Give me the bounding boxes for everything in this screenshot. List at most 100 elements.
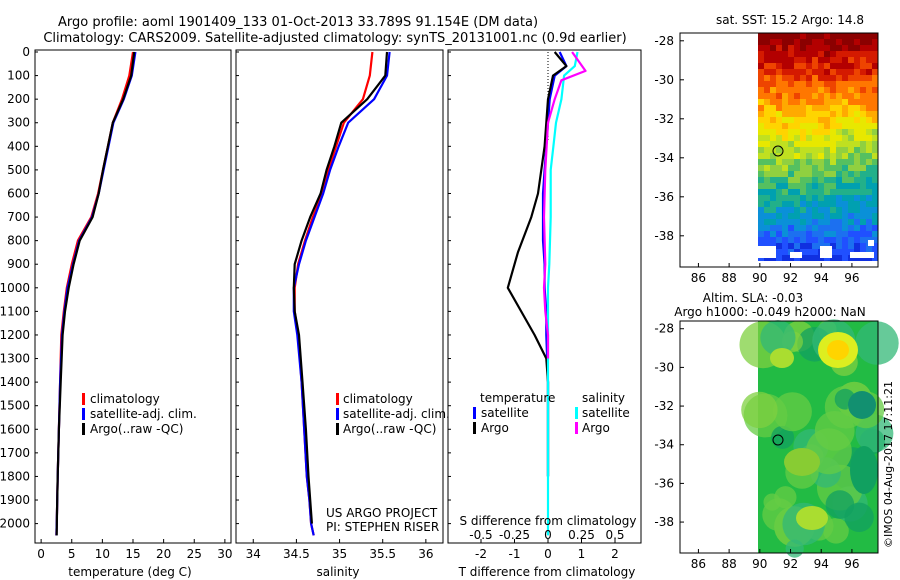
heatmap-cell — [818, 105, 824, 111]
heatmap-cell — [836, 81, 842, 87]
heatmap-cell — [770, 195, 776, 201]
heatmap-cell — [782, 57, 788, 63]
heatmap-cell — [794, 177, 800, 183]
x-tick-label: 88 — [721, 557, 736, 571]
heatmap-cell — [842, 153, 848, 159]
heatmap-cell — [854, 189, 860, 195]
heatmap-cell — [854, 129, 860, 135]
x-tick-label: 92 — [783, 271, 798, 285]
heatmap-cell — [848, 93, 854, 99]
missing-cell — [820, 246, 832, 258]
sst-heatmap-cells — [758, 33, 878, 261]
heatmap-cell — [812, 45, 818, 51]
heatmap-cell — [860, 105, 866, 111]
heatmap-cell — [776, 111, 782, 117]
heatmap-cell — [842, 171, 848, 177]
heatmap-cell — [794, 231, 800, 237]
heatmap-cell — [782, 123, 788, 129]
heatmap-cell — [776, 105, 782, 111]
heatmap-cell — [776, 141, 782, 147]
heatmap-cell — [800, 195, 806, 201]
heatmap-cell — [818, 45, 824, 51]
heatmap-cell — [860, 129, 866, 135]
heatmap-cell — [782, 249, 788, 255]
heatmap-cell — [818, 231, 824, 237]
heatmap-cell — [842, 33, 848, 39]
heatmap-cell — [812, 51, 818, 57]
heatmap-cell — [824, 57, 830, 63]
y-tick-label: 1000 — [0, 281, 30, 295]
heatmap-cell — [872, 183, 878, 189]
heatmap-cell — [818, 225, 824, 231]
heatmap-cell — [836, 129, 842, 135]
heatmap-cell — [872, 75, 878, 81]
heatmap-cell — [788, 45, 794, 51]
heatmap-cell — [848, 225, 854, 231]
heatmap-cell — [770, 177, 776, 183]
difference-legend: temperature salinity satellite Argo sate… — [473, 391, 630, 435]
heatmap-cell — [788, 135, 794, 141]
heatmap-cell — [782, 87, 788, 93]
heatmap-cell — [764, 57, 770, 63]
heatmap-cell — [794, 57, 800, 63]
heatmap-cell — [758, 141, 764, 147]
heatmap-cell — [788, 231, 794, 237]
temperature-x-label: temperature (deg C) — [68, 565, 191, 579]
heatmap-cell — [830, 39, 836, 45]
heatmap-cell — [830, 225, 836, 231]
heatmap-cell — [824, 153, 830, 159]
heatmap-cell — [866, 189, 872, 195]
heatmap-cell — [800, 141, 806, 147]
heatmap-cell — [800, 39, 806, 45]
heatmap-cell — [776, 135, 782, 141]
heatmap-cell — [800, 189, 806, 195]
heatmap-cell — [770, 39, 776, 45]
heatmap-cell — [794, 153, 800, 159]
heatmap-cell — [764, 231, 770, 237]
s-tick-label: -0.25 — [499, 528, 530, 542]
heatmap-cell — [764, 51, 770, 57]
heatmap-cell — [872, 159, 878, 165]
legend-label-temp-argo: Argo — [481, 421, 509, 435]
heatmap-cell — [806, 141, 812, 147]
heatmap-cell — [836, 201, 842, 207]
title-line-1: Argo profile: aoml 1901409_133 01-Oct-20… — [58, 15, 538, 30]
heatmap-cell — [800, 57, 806, 63]
y-tick-label: -28 — [654, 34, 674, 48]
heatmap-cell — [842, 243, 848, 249]
heatmap-cell — [854, 225, 860, 231]
legend-swatch-satellite-adj — [82, 408, 85, 420]
heatmap-cell — [764, 111, 770, 117]
x-tick-label: 2 — [611, 547, 619, 561]
heatmap-cell — [860, 141, 866, 147]
heatmap-cell — [782, 45, 788, 51]
heatmap-cell — [764, 195, 770, 201]
y-tick-label: 1400 — [0, 375, 30, 389]
heatmap-cell — [812, 231, 818, 237]
heatmap-cell — [776, 189, 782, 195]
heatmap-cell — [812, 141, 818, 147]
heatmap-cell — [824, 171, 830, 177]
missing-cell — [868, 240, 874, 246]
heatmap-cell — [806, 225, 812, 231]
heatmap-cell — [812, 195, 818, 201]
heatmap-cell — [860, 135, 866, 141]
heatmap-cell — [770, 231, 776, 237]
heatmap-cell — [764, 219, 770, 225]
heatmap-cell — [788, 165, 794, 171]
heatmap-cell — [836, 189, 842, 195]
heatmap-cell — [758, 123, 764, 129]
heatmap-cell — [848, 63, 854, 69]
heatmap-cell — [860, 231, 866, 237]
heatmap-cell — [866, 87, 872, 93]
heatmap-cell — [812, 33, 818, 39]
heatmap-cell — [848, 165, 854, 171]
heatmap-cell — [854, 93, 860, 99]
heatmap-cell — [800, 225, 806, 231]
s-tick-label: 0.25 — [568, 528, 595, 542]
heatmap-cell — [830, 255, 836, 261]
heatmap-cell — [800, 237, 806, 243]
heatmap-cell — [806, 237, 812, 243]
heatmap-cell — [872, 99, 878, 105]
heatmap-cell — [824, 93, 830, 99]
